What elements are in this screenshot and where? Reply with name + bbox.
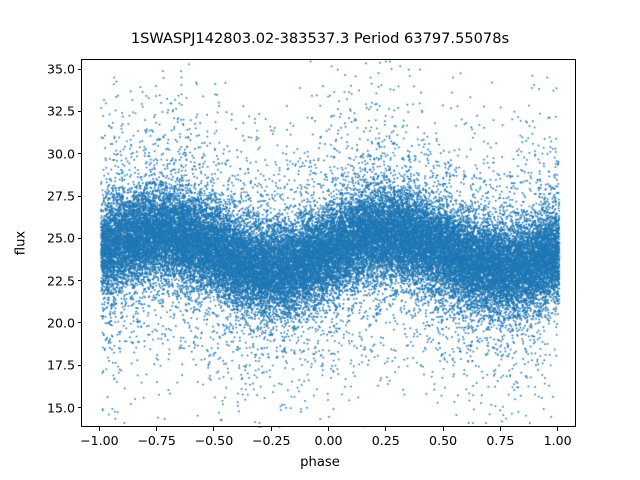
y-tick-label: 15.0: [46, 400, 75, 416]
x-tick-mark: [557, 427, 559, 431]
y-tick-mark: [77, 195, 81, 197]
y-tick-mark: [77, 407, 81, 409]
scatter-plot-points: [82, 60, 577, 428]
x-tick-label: −1.00: [80, 433, 119, 448]
x-tick-label: 0.00: [314, 433, 343, 448]
y-tick-label: 25.0: [46, 230, 75, 246]
x-tick-mark: [98, 427, 100, 431]
y-tick-mark: [77, 237, 81, 239]
x-tick-label: 0.50: [429, 433, 458, 448]
y-tick-label: 17.5: [46, 357, 75, 373]
x-tick-mark: [270, 427, 272, 431]
y-tick-label: 35.0: [46, 61, 75, 77]
x-tick-label: −0.50: [194, 433, 234, 448]
plot-axes-frame: [81, 59, 577, 428]
page-title: 1SWASPJ142803.02-383537.3 Period 63797.5…: [130, 30, 510, 47]
y-tick-label: 20.0: [46, 315, 75, 331]
x-tick-label: 1.00: [543, 433, 572, 448]
x-tick-label: −0.75: [137, 433, 176, 448]
x-axis-label: phase: [300, 455, 340, 470]
x-tick-mark: [385, 427, 387, 431]
x-tick-mark: [442, 427, 444, 431]
y-tick-mark: [77, 153, 81, 155]
x-tick-label: 0.25: [371, 433, 400, 448]
y-tick-label: 30.0: [46, 146, 75, 162]
y-tick-mark: [77, 68, 81, 70]
y-tick-label: 32.5: [46, 103, 75, 119]
x-tick-mark: [156, 427, 158, 431]
x-tick-label: 0.75: [486, 433, 515, 448]
y-tick-mark: [77, 280, 81, 282]
x-tick-mark: [499, 427, 501, 431]
x-tick-mark: [213, 427, 215, 431]
x-tick-mark: [328, 427, 330, 431]
y-tick-label: 22.5: [46, 273, 75, 289]
y-tick-mark: [77, 364, 81, 366]
y-tick-mark: [77, 322, 81, 324]
x-tick-label: −0.25: [251, 433, 291, 448]
y-tick-mark: [77, 110, 81, 112]
y-tick-label: 27.5: [46, 188, 75, 204]
